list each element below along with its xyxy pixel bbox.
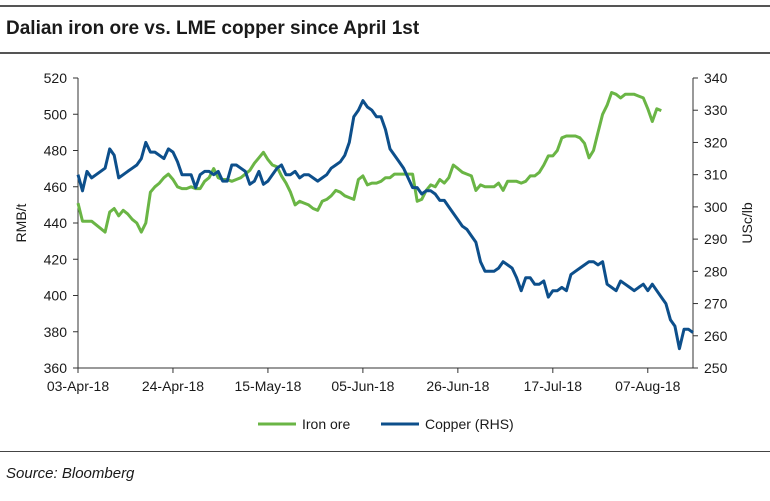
x-tick-label: 15-May-18 (234, 378, 301, 394)
right-axis-label: USc/lb (739, 202, 755, 243)
tick-group: 360 380 400 420 440 460 480 500 520 250 260 270 280 2… (44, 70, 728, 394)
bottom-rule (0, 451, 770, 452)
x-tick-label: 24-Apr-18 (142, 378, 204, 394)
x-tick-label: 07-Aug-18 (615, 378, 681, 394)
x-tick-label: 03-Apr-18 (47, 378, 109, 394)
series-line-copper (76, 99, 694, 351)
legend-label-copper: Copper (RHS) (425, 416, 514, 432)
left-tick-label: 440 (44, 215, 68, 231)
right-tick-label: 320 (704, 134, 728, 150)
left-tick-label: 420 (44, 251, 68, 267)
series-line-iron-ore (76, 91, 662, 234)
top-rule (0, 5, 770, 7)
right-tick-label: 260 (704, 328, 728, 344)
series-group (76, 91, 694, 351)
source-note: Source: Bloomberg (6, 465, 135, 482)
right-tick-label: 330 (704, 102, 728, 118)
title-rule (0, 52, 770, 54)
right-tick-label: 250 (704, 360, 728, 376)
chart-title: Dalian iron ore vs. LME copper since Apr… (6, 18, 420, 39)
left-tick-label: 360 (44, 360, 68, 376)
left-tick-label: 400 (44, 288, 68, 304)
right-tick-label: 310 (704, 167, 728, 183)
legend: Iron ore Copper (RHS) (258, 416, 514, 432)
x-tick-label: 17-Jul-18 (524, 378, 583, 394)
x-tick-label: 26-Jun-18 (426, 378, 489, 394)
right-tick-label: 300 (704, 199, 728, 215)
line-chart: 360 380 400 420 440 460 480 500 520 250 260 270 280 2… (13, 70, 755, 432)
right-tick-label: 280 (704, 263, 728, 279)
legend-label-iron-ore: Iron ore (302, 416, 350, 432)
left-tick-label: 480 (44, 143, 68, 159)
x-tick-label: 05-Jun-18 (331, 378, 394, 394)
left-tick-label: 380 (44, 324, 68, 340)
left-tick-label: 460 (44, 179, 68, 195)
right-tick-label: 270 (704, 296, 728, 312)
left-axis-label: RMB/t (13, 203, 29, 242)
right-tick-label: 340 (704, 70, 728, 86)
left-tick-label: 500 (44, 106, 68, 122)
left-tick-label: 520 (44, 70, 68, 86)
right-tick-label: 290 (704, 231, 728, 247)
